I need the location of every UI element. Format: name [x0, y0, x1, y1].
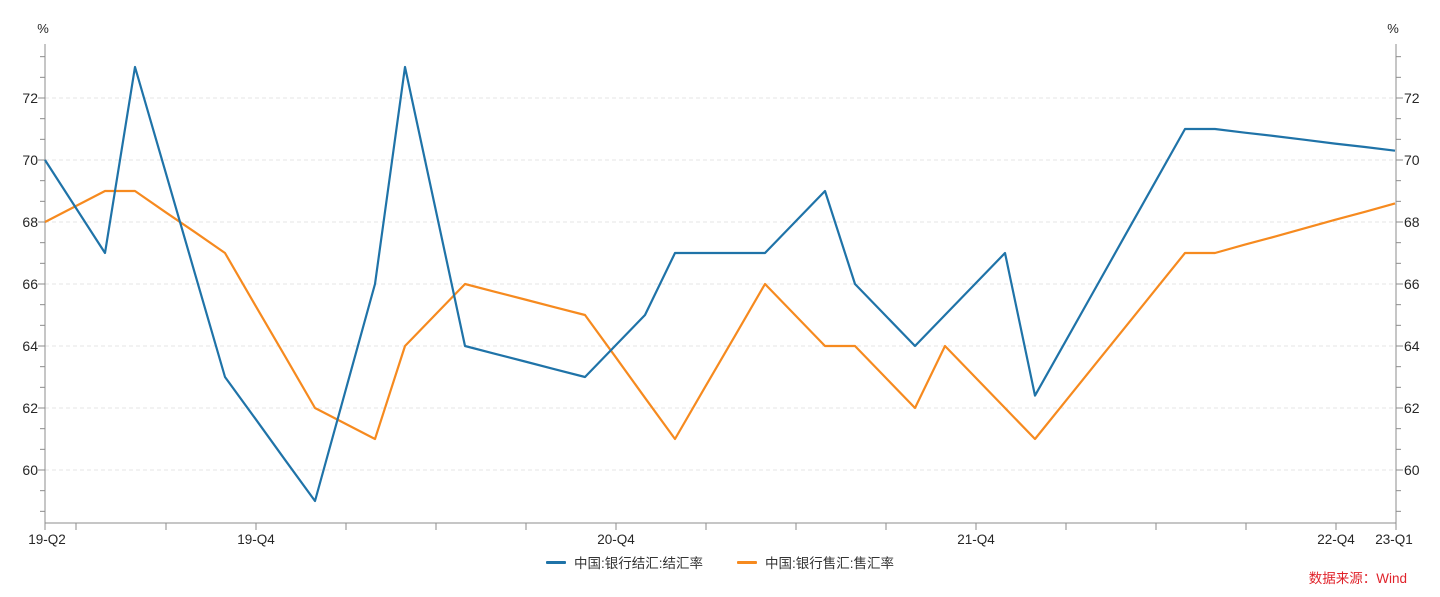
series-line-1 — [44, 189, 1396, 441]
x-tick-label: 19-Q4 — [237, 532, 275, 547]
x-tick-label: 22-Q4 — [1317, 532, 1355, 547]
source-note: 数据来源：Wind — [1308, 571, 1407, 586]
legend-label: 中国:银行结汇:结汇率 — [573, 556, 703, 571]
y-tick-label-right: 68 — [1404, 214, 1420, 230]
x-tick-label: 21-Q4 — [957, 532, 995, 547]
y-tick-label-right: 70 — [1404, 152, 1420, 168]
y-tick-label-left: 70 — [22, 152, 38, 168]
y-tick-label-left: 72 — [22, 90, 38, 106]
legend: 中国:银行结汇:结汇率 中国:银行售汇:售汇率 — [0, 552, 1440, 572]
x-tick-label: 20-Q4 — [597, 532, 635, 547]
unit-label-right: % — [1387, 21, 1399, 36]
legend-label: 中国:银行售汇:售汇率 — [765, 556, 895, 571]
y-tick-label-right: 72 — [1404, 90, 1420, 106]
unit-label-left: % — [37, 21, 49, 36]
y-tick-label-right: 64 — [1404, 338, 1420, 354]
y-tick-label-left: 62 — [22, 400, 38, 416]
legend-item-1[interactable]: 中国:银行售汇:售汇率 — [737, 552, 894, 572]
x-tick-label: 19-Q2 — [28, 532, 66, 547]
y-tick-label-right: 62 — [1404, 400, 1420, 416]
y-tick-label-right: 60 — [1404, 462, 1420, 478]
y-tick-label-left: 64 — [22, 338, 38, 354]
y-tick-label-right: 66 — [1404, 276, 1420, 292]
y-tick-label-left: 68 — [22, 214, 38, 230]
y-tick-label-left: 66 — [22, 276, 38, 292]
x-tick-label: 23-Q1 — [1375, 532, 1413, 547]
y-tick-label-left: 60 — [22, 462, 38, 478]
legend-item-0[interactable]: 中国:银行结汇:结汇率 — [545, 552, 703, 572]
series-line-0 — [44, 65, 1396, 503]
legend-line-marker — [545, 560, 566, 564]
legend-line-marker — [737, 560, 757, 564]
